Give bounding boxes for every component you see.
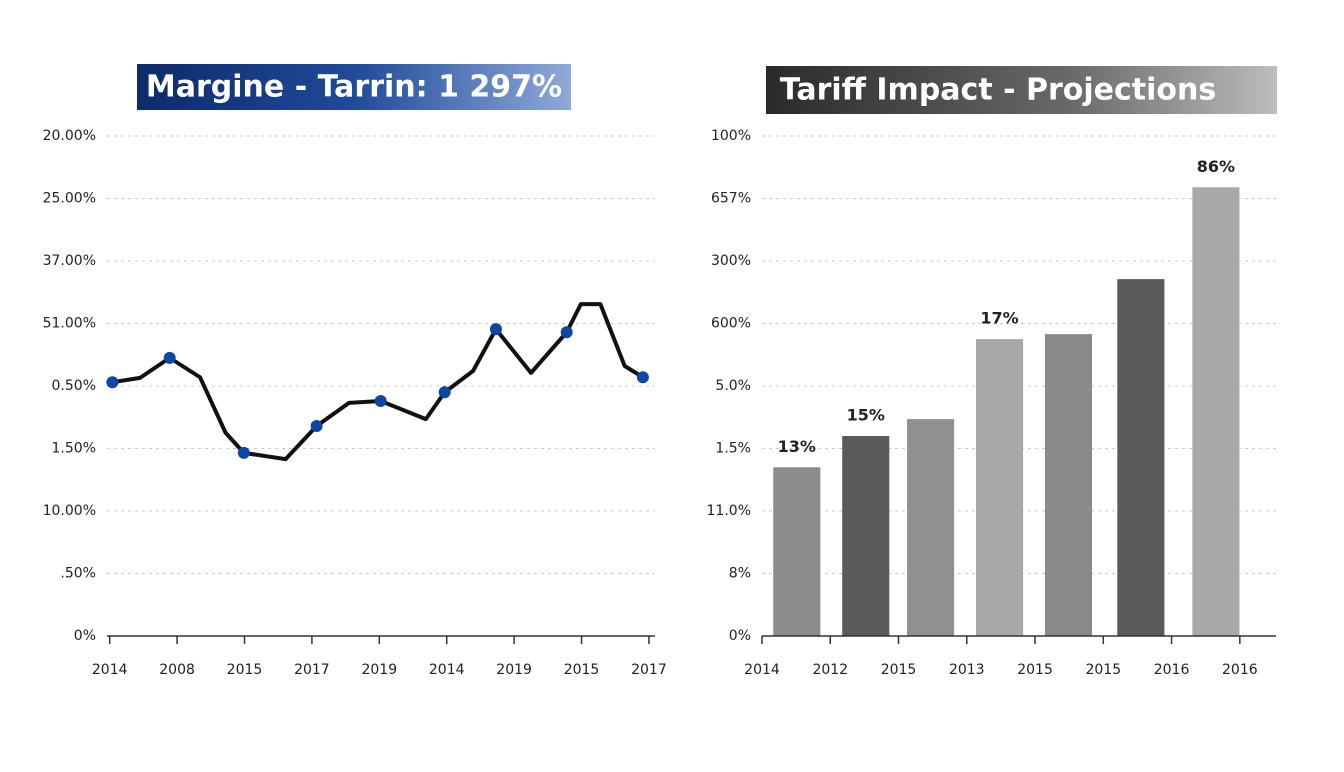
x-tick-label: 2015 — [881, 662, 917, 678]
y-tick-label: 10.00% — [43, 503, 96, 519]
point — [560, 326, 573, 339]
x-tick-label: 2017 — [294, 662, 330, 678]
y-tick-label: 300% — [711, 253, 751, 269]
point — [636, 371, 649, 384]
title-box — [137, 64, 571, 110]
y-tick-label: 100% — [711, 128, 751, 144]
x-tick-label: 2016 — [1154, 662, 1190, 678]
x-tick-label: 2008 — [159, 662, 195, 678]
x-tick-label: 2013 — [949, 662, 985, 678]
x-tick-label: 2015 — [564, 662, 600, 678]
x-tick-label: 2012 — [812, 662, 848, 678]
y-tick-label: 1.50% — [52, 441, 96, 457]
point — [489, 323, 502, 336]
bar — [1044, 334, 1093, 636]
y-tick-label: 0% — [729, 628, 751, 644]
y-tick-label: 11.0% — [707, 503, 751, 519]
bar — [773, 467, 821, 636]
y-tick-label: .50% — [60, 566, 96, 582]
y-tick-label: 0.50% — [52, 378, 96, 394]
x-tick-label: 2019 — [496, 662, 532, 678]
x-tick-label: 2014 — [744, 662, 780, 678]
x-tick-label: 2014 — [92, 662, 128, 678]
y-tick-label: 5.0% — [715, 378, 751, 394]
y-tick-label: 25.00% — [43, 191, 96, 207]
line — [112, 302, 644, 462]
point — [310, 420, 323, 432]
x-tick-label: 2015 — [227, 662, 263, 678]
value-label: 86% — [1197, 157, 1235, 176]
chart-title: Margine - Tarrin: 1 297% — [146, 70, 562, 105]
y-tick-label: 20.00% — [43, 128, 96, 144]
x-tick-label: 2015 — [1017, 662, 1053, 678]
x-tick-label: 2014 — [429, 662, 465, 678]
y-tick-label: 657% — [711, 191, 751, 207]
x-tick-label: 2019 — [361, 662, 397, 678]
y-tick-label: 600% — [711, 316, 751, 332]
point — [237, 446, 250, 459]
y-tick-label: 37.00% — [43, 253, 96, 269]
bar — [975, 339, 1024, 636]
bar — [1117, 279, 1165, 636]
bar — [842, 436, 890, 636]
title-box — [766, 66, 1277, 114]
value-label: 15% — [847, 406, 885, 425]
point — [106, 376, 119, 389]
point — [163, 351, 176, 364]
value-label: 13% — [778, 437, 816, 456]
value-label: 17% — [980, 309, 1018, 328]
chart-title: Tariff Impact - Projections — [780, 73, 1217, 108]
y-tick-label: 1.5% — [715, 441, 751, 457]
y-tick-label: 51.00% — [43, 316, 96, 332]
x-tick-label: 2016 — [1222, 662, 1258, 678]
bar — [907, 419, 955, 636]
x-tick-label: 2015 — [1085, 662, 1121, 678]
point — [438, 386, 451, 399]
point — [374, 395, 387, 407]
x-tick-label: 2017 — [631, 662, 667, 678]
y-tick-label: 0% — [74, 628, 96, 644]
y-tick-label: 8% — [729, 566, 751, 582]
bar — [1192, 187, 1240, 636]
